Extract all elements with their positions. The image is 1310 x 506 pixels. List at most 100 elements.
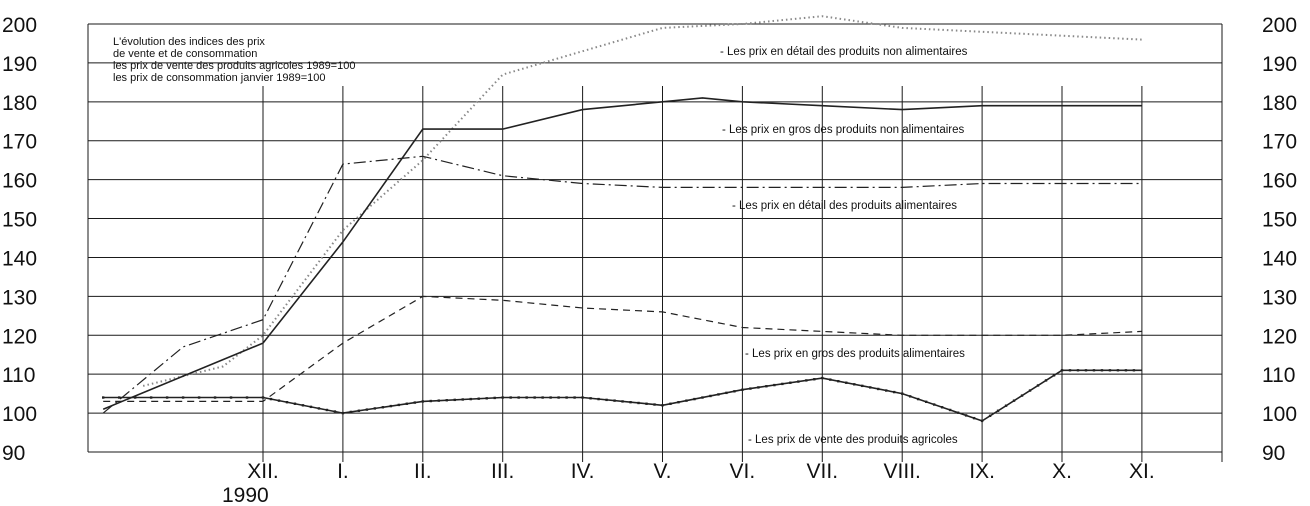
series-marker bbox=[325, 408, 329, 412]
x-tick-label: X. bbox=[1052, 460, 1072, 483]
series-marker bbox=[797, 380, 800, 383]
series-marker bbox=[421, 400, 424, 403]
series-label-3: - Les prix en détail des produits alimen… bbox=[732, 200, 957, 212]
series-marker bbox=[149, 396, 153, 399]
series-marker bbox=[685, 399, 688, 402]
y-tick-label-right: 130 bbox=[1262, 286, 1297, 309]
series-lines bbox=[102, 15, 1142, 423]
series-marker bbox=[333, 410, 337, 413]
series-marker bbox=[893, 390, 896, 394]
y-tick-label-right: 190 bbox=[1262, 53, 1297, 76]
note-line-4: les prix de consommation janvier 1989=10… bbox=[113, 72, 326, 84]
series-marker bbox=[773, 383, 776, 387]
y-tick-label-left: 160 bbox=[2, 170, 37, 193]
series-marker bbox=[573, 396, 576, 399]
series-line-3 bbox=[102, 155, 1142, 414]
series-marker bbox=[429, 399, 432, 403]
series-marker bbox=[397, 403, 401, 407]
series-marker bbox=[701, 396, 704, 399]
y-tick-label-left: 100 bbox=[2, 403, 37, 426]
series-marker bbox=[869, 386, 872, 389]
series-marker bbox=[597, 397, 600, 401]
y-tick-label-left: 150 bbox=[2, 209, 37, 232]
series-marker bbox=[517, 396, 520, 399]
series-marker bbox=[677, 400, 680, 404]
series-line-4 bbox=[103, 295, 1142, 402]
series-marker bbox=[349, 410, 353, 414]
series-marker bbox=[357, 409, 361, 412]
series-marker bbox=[821, 376, 824, 380]
series-marker bbox=[837, 379, 840, 383]
series-marker bbox=[589, 397, 592, 400]
series-marker bbox=[749, 387, 752, 390]
series-marker bbox=[277, 399, 281, 402]
series-marker bbox=[932, 403, 936, 406]
series-label-1: - Les prix en détail des produits non al… bbox=[720, 46, 968, 58]
series-marker bbox=[461, 398, 464, 401]
series-marker bbox=[741, 388, 744, 391]
y-axis-right: 90 100 110 120 130 140 150 160 170 180 190 200 bbox=[1262, 14, 1297, 465]
series-marker bbox=[1004, 404, 1008, 407]
series-marker bbox=[853, 383, 856, 386]
y-tick-label-left: 180 bbox=[2, 92, 37, 115]
y-tick-label-right: 200 bbox=[1262, 14, 1297, 37]
x-tick-label: IX. bbox=[969, 460, 995, 483]
series-line-1 bbox=[142, 15, 1142, 387]
series-marker bbox=[996, 409, 1000, 412]
y-tick-label-left: 120 bbox=[2, 325, 37, 348]
y-tick-label-left: 110 bbox=[2, 364, 35, 387]
x-tick-label: I. bbox=[337, 460, 349, 483]
series-marker bbox=[1132, 369, 1136, 372]
y-tick-label-left: 200 bbox=[2, 14, 37, 37]
series-marker bbox=[972, 416, 976, 420]
series-marker bbox=[725, 391, 728, 395]
series-marker bbox=[389, 404, 393, 408]
y-tick-label-right: 110 bbox=[1262, 364, 1295, 387]
series-marker bbox=[1020, 394, 1024, 397]
series-marker bbox=[301, 404, 305, 407]
y-tick-label-left: 170 bbox=[2, 131, 37, 154]
series-marker bbox=[661, 404, 664, 407]
series-marker bbox=[413, 401, 417, 404]
series-line-2 bbox=[102, 97, 1142, 410]
series-marker bbox=[445, 399, 448, 402]
series-marker bbox=[1060, 369, 1064, 372]
series-marker bbox=[1084, 369, 1088, 372]
x-tick-label: XII. bbox=[247, 460, 279, 483]
x-tick-label: VII. bbox=[807, 460, 839, 483]
series-marker bbox=[988, 414, 992, 418]
x-tick-label: II. bbox=[414, 460, 432, 483]
series-marker bbox=[133, 396, 137, 399]
series-marker bbox=[165, 396, 169, 399]
series-marker bbox=[613, 399, 616, 402]
x-tick-label: XI. bbox=[1129, 460, 1155, 483]
series-marker bbox=[653, 403, 656, 406]
grid bbox=[87, 23, 1223, 462]
series-marker bbox=[1076, 369, 1080, 372]
series-marker bbox=[605, 398, 608, 402]
x-tick-label: III. bbox=[491, 460, 514, 483]
series-marker bbox=[1052, 374, 1056, 377]
series-marker bbox=[405, 402, 409, 405]
series-marker bbox=[453, 398, 456, 402]
x-tick-label: VI. bbox=[730, 460, 756, 483]
series-marker bbox=[557, 396, 560, 399]
series-marker bbox=[1108, 369, 1112, 372]
series-marker bbox=[1068, 369, 1072, 372]
series-marker bbox=[861, 384, 864, 388]
series-marker bbox=[765, 385, 768, 388]
series-marker bbox=[964, 414, 968, 417]
series-marker bbox=[1012, 399, 1016, 402]
series-marker bbox=[493, 396, 496, 400]
series-marker bbox=[213, 396, 217, 399]
series-marker bbox=[757, 386, 760, 389]
series-label-2: - Les prix en gros des produits non alim… bbox=[722, 124, 965, 136]
note-line-1: L'évolution des indices des prix bbox=[113, 36, 265, 48]
series-marker bbox=[509, 396, 512, 399]
note-line-3: les prix de vente des produits agricoles… bbox=[113, 60, 355, 72]
series-label-4: - Les prix en gros des produits alimenta… bbox=[745, 348, 965, 360]
series-marker bbox=[693, 397, 696, 401]
series-marker bbox=[733, 390, 736, 393]
series-marker bbox=[717, 393, 720, 396]
series-marker bbox=[485, 397, 488, 400]
